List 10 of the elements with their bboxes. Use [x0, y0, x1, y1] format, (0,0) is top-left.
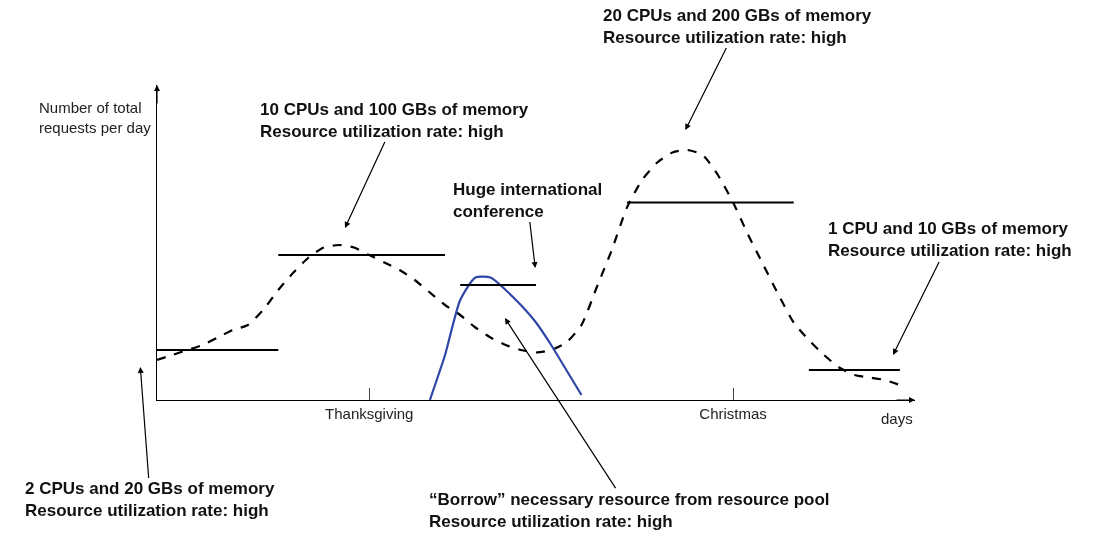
y-axis-title: Number of total requests per day — [39, 99, 152, 136]
text: 20 CPUs and 200 GBs of memory Resource utilization rate: high — [603, 6, 872, 48]
text: 2 CPUs and 20 GBs of memory Resource utilization rate: high — [25, 479, 275, 521]
x-tick-label: Thanksgiving — [325, 405, 414, 423]
annotation: 1 CPU and 10 GBs of memory Resource utilization rate: high — [828, 219, 1072, 261]
text: 10 CPUs and 100 GBs of memory Resource utilization rate: high — [260, 100, 529, 142]
text: “Borrow” necessary resource from resource pool Resource utilization rate: high — [429, 490, 830, 532]
x-tick-label: Christmas — [699, 405, 767, 423]
x-axis-title: days — [881, 410, 913, 427]
annotation: Huge international conference — [453, 180, 603, 222]
